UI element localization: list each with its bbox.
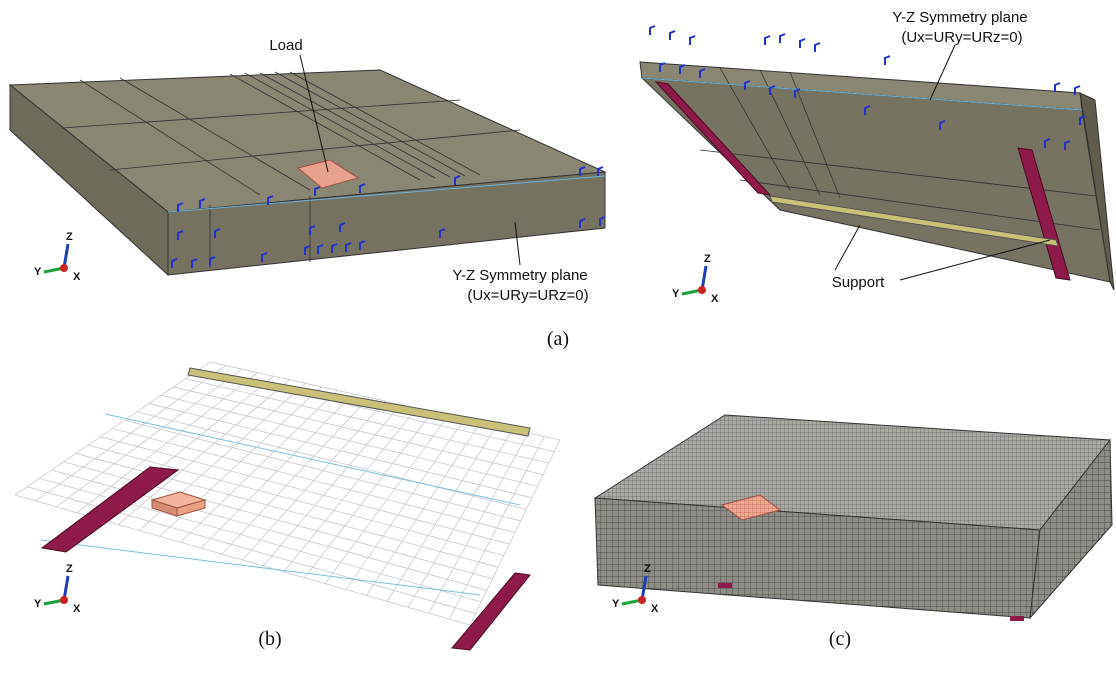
grid-line: [186, 379, 549, 464]
caption: (b): [258, 628, 281, 650]
caption: (c): [829, 628, 851, 650]
bc-marker: [650, 26, 655, 35]
triad-label: Y: [612, 598, 620, 610]
triad-x: [60, 596, 68, 604]
triad-label: X: [73, 271, 81, 283]
bc-marker: [780, 34, 785, 43]
symmetry-condition: (Ux=URy=URz=0): [467, 287, 588, 304]
grid-plane: [15, 362, 560, 650]
bc-marker: [815, 43, 820, 52]
triad-label: Z: [704, 253, 711, 265]
triad-label: Y: [34, 266, 42, 278]
triad-label: Z: [66, 231, 73, 243]
support-bar: [452, 573, 530, 650]
slab-left: [10, 70, 605, 275]
triad-label: Z: [644, 563, 651, 575]
symmetry-line: [40, 540, 480, 595]
grid-line: [76, 453, 498, 567]
grid-line: [100, 437, 509, 544]
triad-label: Y: [672, 288, 680, 300]
grid-line: [15, 495, 470, 625]
symmetry-label: Y-Z Symmetry plane: [892, 9, 1027, 26]
triad-x: [60, 264, 68, 272]
triad-label: Y: [34, 598, 42, 610]
support: [718, 583, 732, 588]
triad-label: Z: [66, 563, 73, 575]
support-label: Support: [832, 274, 885, 291]
support: [1010, 616, 1024, 621]
grid-line: [64, 462, 493, 579]
bc-marker: [765, 36, 770, 45]
bc-marker: [885, 56, 890, 65]
grid-line: [39, 478, 481, 602]
figure: Load Y-Z Symmetry plane (Ux=URy=URz=0) Y…: [0, 0, 1116, 675]
bc-marker: [670, 31, 675, 40]
slab-right: [640, 62, 1114, 290]
triad-x: [698, 286, 706, 294]
grid-line: [137, 412, 526, 510]
triad-label: X: [651, 603, 659, 615]
caption: (a): [547, 328, 569, 350]
grid-line: [27, 487, 475, 614]
mesh-block: [595, 415, 1112, 621]
grid-line: [52, 470, 487, 590]
bc-marker: [690, 36, 695, 45]
symmetry-line: [105, 414, 520, 505]
bc-marker: [800, 39, 805, 48]
load-label: Load: [269, 37, 302, 54]
triad-label: X: [711, 293, 719, 305]
symmetry-label: Y-Z Symmetry plane: [452, 267, 587, 284]
bc-marker: [1055, 83, 1060, 92]
triad-x: [638, 596, 646, 604]
symmetry-condition: (Ux=URy=URz=0): [901, 29, 1022, 46]
triad-label: X: [73, 603, 81, 615]
